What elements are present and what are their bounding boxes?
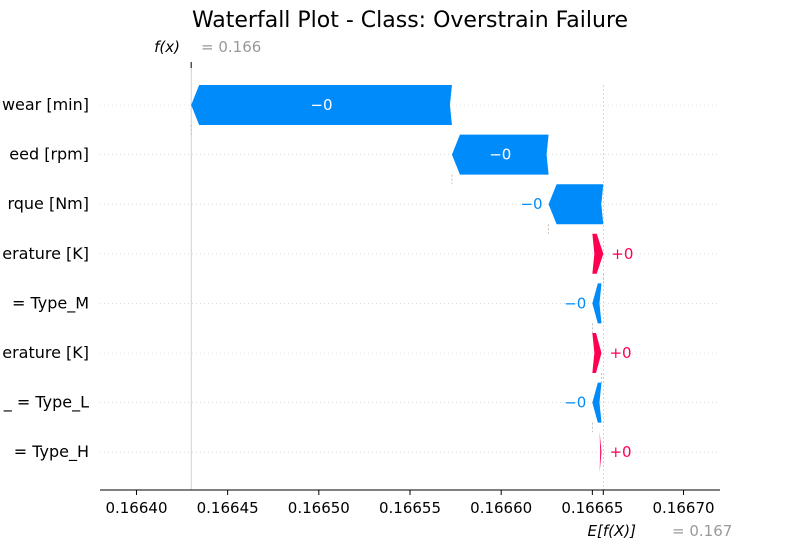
x-tick-label: 0.16655	[379, 499, 441, 517]
bar-value-label: +0	[609, 443, 631, 461]
feature-label: _ = Type_L	[3, 393, 89, 413]
efx-value: = 0.167	[672, 522, 732, 540]
bar-value-label: −0	[489, 146, 511, 164]
reference-lines	[190, 62, 604, 490]
waterfall-bar	[599, 432, 602, 473]
feature-labels: wear [min] eed [rpm] rque [Nm] erature [K] =…	[2, 95, 89, 462]
x-axis-ticks: 0.16640 0.16645 0.16650 0.16655 0.16660 0.166…	[105, 490, 715, 517]
x-tick-label: 0.16665	[561, 499, 623, 517]
efx-annotation: E[f(X)] = 0.167	[588, 522, 733, 540]
x-tick-label: 0.16645	[197, 499, 259, 517]
efx-label: E[f(X)]	[588, 522, 637, 540]
waterfall-bar	[451, 134, 549, 175]
feature-label: eed [rpm]	[9, 145, 89, 164]
feature-label: = Type_H	[14, 442, 89, 462]
bar-value-label: −0	[520, 195, 542, 213]
chart-title: Waterfall Plot - Class: Overstrain Failu…	[192, 8, 628, 33]
bar-value-label: −0	[564, 394, 586, 412]
waterfall-bar	[592, 283, 602, 324]
feature-label: rque [Nm]	[7, 194, 89, 213]
fx-value: = 0.166	[201, 38, 261, 56]
bar-value-label: −0	[310, 96, 332, 114]
feature-label: wear [min]	[2, 95, 89, 114]
bar-value-label: +0	[609, 344, 631, 362]
grid-lines	[100, 104, 720, 453]
x-tick-label: 0.16650	[288, 499, 350, 517]
waterfall-bar	[592, 233, 604, 274]
waterfall-bar	[191, 85, 452, 125]
bar-value-label: +0	[611, 245, 633, 263]
x-tick-label: 0.16670	[653, 499, 715, 517]
fx-label: f(x)	[154, 38, 180, 56]
bar-value-label: −0	[564, 294, 586, 312]
bars: −0 −0 −0 +0 −0 +0 −0 +0	[190, 85, 633, 473]
feature-label: erature [K]	[2, 343, 89, 362]
waterfall-bar	[592, 382, 602, 423]
x-tick-label: 0.16640	[105, 499, 167, 517]
feature-label: erature [K]	[2, 244, 89, 263]
waterfall-bar	[548, 184, 604, 225]
waterfall-bar	[592, 333, 602, 373]
x-tick-label: 0.16660	[470, 499, 532, 517]
feature-label: = Type_M	[12, 293, 89, 313]
fx-annotation: f(x) = 0.166	[154, 38, 261, 56]
